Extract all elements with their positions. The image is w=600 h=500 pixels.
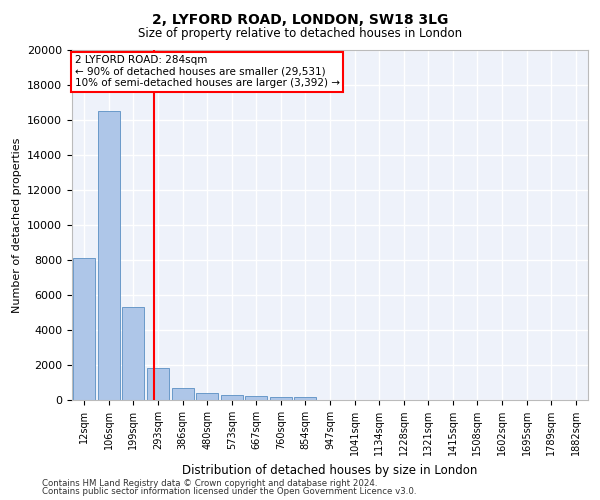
Bar [196, 394, 218, 400]
Bar [147, 368, 169, 400]
Bar [245, 396, 268, 400]
X-axis label: Distribution of detached houses by size in London: Distribution of detached houses by size … [182, 464, 478, 476]
Text: 2 LYFORD ROAD: 284sqm
← 90% of detached houses are smaller (29,531)
10% of semi-: 2 LYFORD ROAD: 284sqm ← 90% of detached … [74, 56, 340, 88]
Text: 2, LYFORD ROAD, LONDON, SW18 3LG: 2, LYFORD ROAD, LONDON, SW18 3LG [152, 12, 448, 26]
Bar [221, 395, 243, 400]
Bar [98, 112, 120, 400]
Bar [270, 396, 292, 400]
Bar [172, 388, 194, 400]
Text: Contains HM Land Registry data © Crown copyright and database right 2024.: Contains HM Land Registry data © Crown c… [42, 478, 377, 488]
Text: Contains public sector information licensed under the Open Government Licence v3: Contains public sector information licen… [42, 488, 416, 496]
Text: Size of property relative to detached houses in London: Size of property relative to detached ho… [138, 28, 462, 40]
Bar [295, 396, 316, 400]
Bar [122, 307, 145, 400]
Bar [73, 258, 95, 400]
Y-axis label: Number of detached properties: Number of detached properties [11, 138, 22, 312]
